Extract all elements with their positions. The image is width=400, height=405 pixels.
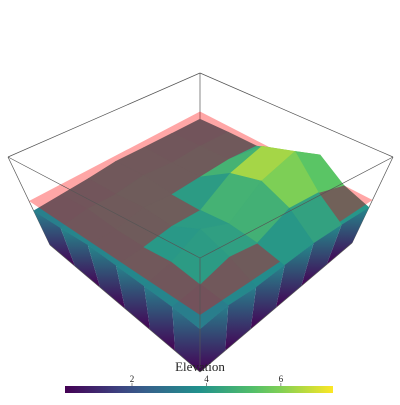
surface	[29, 111, 373, 372]
surface-wall	[116, 265, 150, 330]
surface-wall	[301, 224, 342, 286]
box-edge	[351, 156, 394, 244]
surface-wall	[60, 228, 100, 288]
surface-wall	[144, 286, 175, 351]
surface-wall	[200, 305, 229, 372]
surface-wall	[87, 245, 125, 309]
surface-wall	[250, 265, 285, 329]
colorbar	[65, 386, 333, 393]
box-front	[7, 72, 394, 373]
surface-wall	[172, 307, 200, 372]
box-edge	[199, 156, 394, 259]
colorbar-tick-label: 2	[130, 374, 135, 384]
colorbar-tick-label: 6	[279, 374, 284, 384]
box-edge	[199, 242, 353, 373]
box-edge	[199, 72, 394, 158]
surface-wall	[276, 243, 314, 308]
colorbar-title: Elevation	[175, 359, 225, 374]
box-edge	[7, 156, 201, 259]
surface-wall	[326, 207, 369, 265]
surface-wall	[33, 210, 75, 267]
box-edge	[7, 72, 201, 158]
surface-wall	[225, 287, 257, 351]
box-edge	[49, 244, 201, 373]
colorbar-tick-label: 4	[204, 374, 209, 384]
